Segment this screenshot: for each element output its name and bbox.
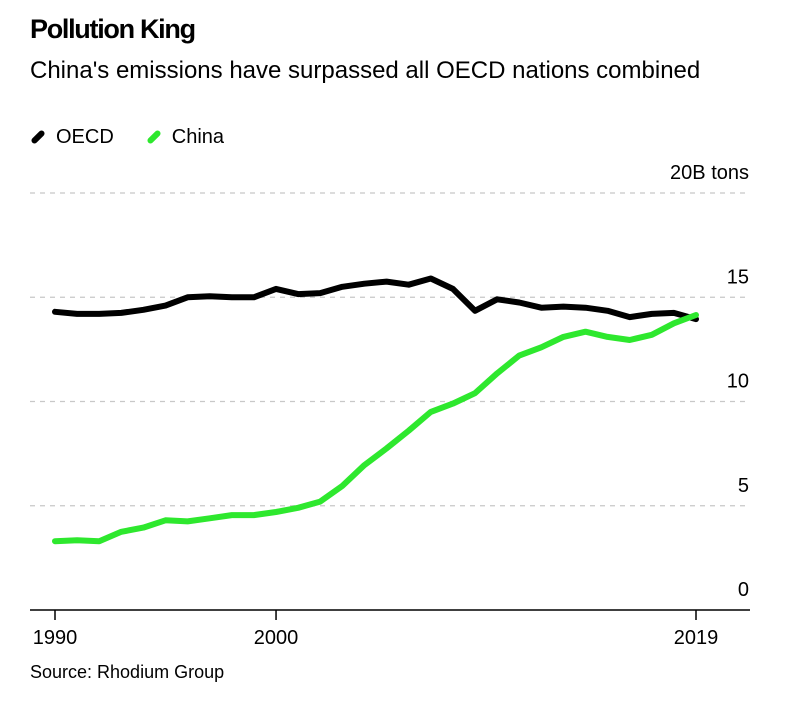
y-tick-label: 5 — [738, 475, 749, 497]
legend: OECD China — [30, 124, 256, 150]
x-tick-label: 2019 — [674, 627, 719, 649]
series-line-oecd — [52, 275, 699, 323]
legend-label-oecd: OECD — [56, 125, 114, 148]
y-tick-label: 0 — [738, 579, 749, 601]
x-tick-label: 1990 — [33, 627, 78, 649]
legend-item-oecd: OECD — [30, 126, 114, 149]
source-note: Source: Rhodium Group — [30, 662, 225, 682]
chart-title: Pollution King — [30, 14, 196, 44]
chart-subtitle: China's emissions have surpassed all OEC… — [30, 57, 701, 84]
y-tick-label: 20B tons — [670, 162, 749, 184]
legend-item-china: China — [146, 126, 224, 149]
y-tick-label: 15 — [727, 266, 749, 288]
y-tick-label: 10 — [727, 371, 749, 393]
series-line-china — [52, 312, 699, 545]
x-tick-label: 2000 — [254, 627, 299, 649]
legend-label-china: China — [171, 125, 225, 148]
